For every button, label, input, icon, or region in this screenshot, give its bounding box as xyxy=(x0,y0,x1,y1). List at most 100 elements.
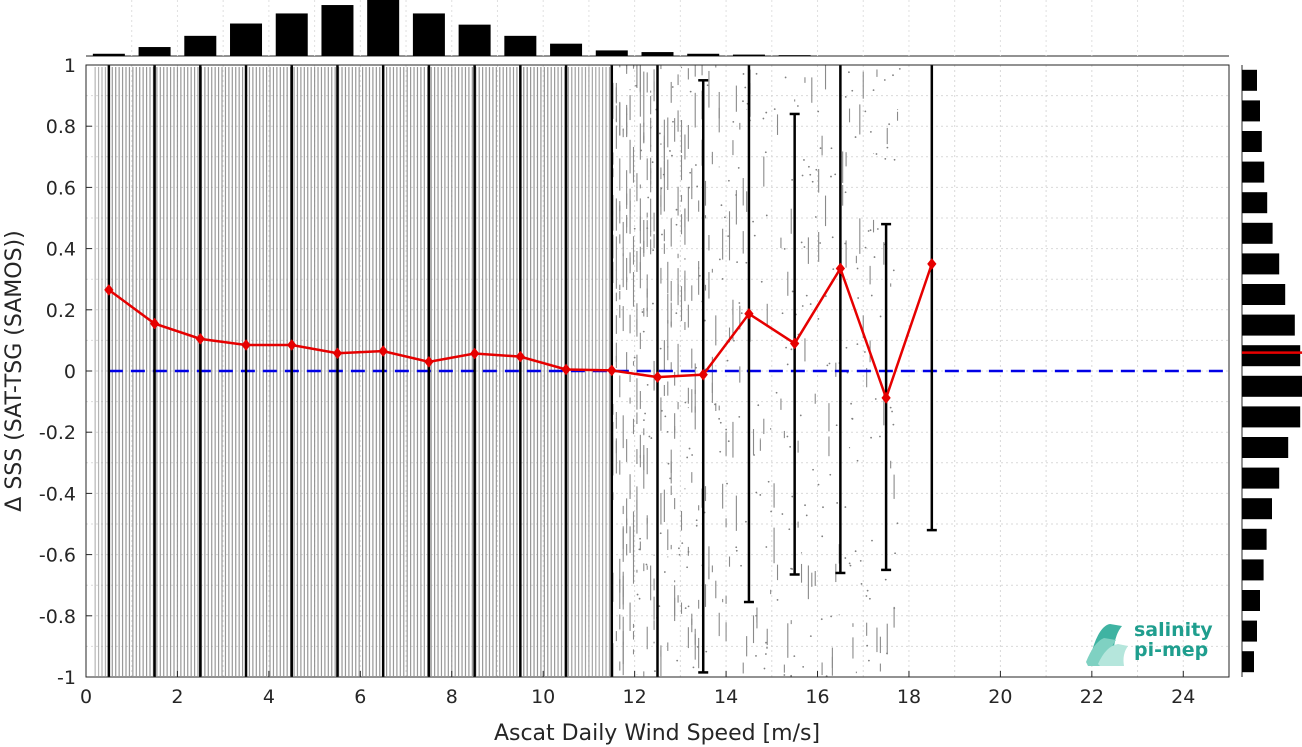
x-tick-label: 2 xyxy=(171,686,183,708)
scatter-point xyxy=(663,571,666,573)
scatter-point xyxy=(884,157,887,160)
scatter-point xyxy=(891,410,893,413)
scatter-point xyxy=(636,593,639,596)
scatter-point xyxy=(764,151,767,154)
scatter-point xyxy=(659,532,662,535)
right-histogram-bar xyxy=(1242,498,1272,520)
scatter-point xyxy=(848,562,851,565)
scatter-point xyxy=(834,173,837,176)
scatter-point xyxy=(832,268,835,271)
scatter-point xyxy=(892,269,895,272)
scatter-point xyxy=(643,419,645,422)
scatter-point xyxy=(684,607,687,610)
mean-marker xyxy=(332,347,343,360)
scatter-point xyxy=(763,667,766,670)
mean-marker xyxy=(698,368,708,381)
scatter-point xyxy=(844,95,847,98)
scatter-point xyxy=(845,346,848,349)
scatter-point xyxy=(872,89,875,92)
scatter-point xyxy=(633,227,636,230)
scatter-point xyxy=(893,607,896,609)
scatter-point xyxy=(762,117,765,120)
scatter-point xyxy=(638,548,641,551)
scatter-point xyxy=(799,414,802,417)
y-tick-label: -0.6 xyxy=(39,545,76,567)
scatter-point xyxy=(732,120,735,123)
scatter-point xyxy=(817,110,820,113)
scatter-point xyxy=(893,158,896,161)
top-histogram-bar xyxy=(138,47,171,56)
top-histogram-bar xyxy=(458,24,491,56)
y-axis-ticks: -1 -0.8 -0.6 -0.4 -0.2 0 0.2 0.4 0.6 0.8 1 xyxy=(39,55,92,689)
scatter-point xyxy=(737,167,740,169)
y-tick-label: -0.2 xyxy=(39,422,76,444)
scatter-point xyxy=(789,445,792,448)
scatter-point xyxy=(802,665,805,668)
scatter-point xyxy=(635,84,637,87)
scatter-point xyxy=(638,597,641,600)
scatter-point xyxy=(866,589,869,592)
scatter-point xyxy=(821,535,824,538)
scatter-point xyxy=(876,228,879,230)
scatter-point xyxy=(765,111,768,114)
scatter-point xyxy=(667,462,670,465)
scatter-point xyxy=(814,216,817,218)
scatter-point xyxy=(645,563,648,566)
right-histogram-bar xyxy=(1242,467,1280,489)
scatter-point xyxy=(775,391,778,394)
scatter-point xyxy=(672,120,674,123)
scatter-point xyxy=(755,72,758,75)
scatter-point xyxy=(883,79,886,81)
top-histogram-bar xyxy=(92,53,125,56)
scatter-point xyxy=(644,412,646,415)
mean-marker xyxy=(515,350,525,363)
top-histogram-bar xyxy=(595,50,628,56)
scatter-point xyxy=(884,578,887,581)
right-histogram-bar xyxy=(1242,559,1264,581)
scatter-point xyxy=(664,415,667,418)
scatter-point xyxy=(764,653,767,655)
top-histogram-bar xyxy=(732,54,765,56)
scatter-point xyxy=(681,542,684,545)
top-histogram-bar xyxy=(641,52,674,56)
scatter-point xyxy=(651,161,654,164)
scatter-point xyxy=(718,258,721,261)
scatter-point xyxy=(859,559,862,562)
scatter-point xyxy=(720,204,723,207)
scatter-point xyxy=(660,187,663,190)
scatter-point xyxy=(892,423,895,426)
scatter-point xyxy=(765,641,767,644)
mean-marker xyxy=(652,371,663,383)
scatter-point xyxy=(851,418,854,420)
scatter-point xyxy=(817,318,820,320)
x-axis-ticks: 0 2 4 6 8 10 12 14 16 18 20 22 24 xyxy=(80,671,1195,708)
scatter-point xyxy=(801,174,804,177)
scatter-point xyxy=(896,522,899,525)
scatter-point xyxy=(801,305,804,307)
scatter-point xyxy=(868,597,871,600)
top-histogram-bar xyxy=(687,53,720,56)
mean-marker xyxy=(927,258,937,270)
scatter-point xyxy=(817,483,820,486)
scatter-point xyxy=(706,84,709,87)
scatter-point xyxy=(727,440,730,443)
scatter-point xyxy=(784,76,787,79)
x-tick-label: 24 xyxy=(1171,686,1195,708)
scatter-point xyxy=(676,659,679,662)
scatter-point xyxy=(886,146,889,149)
right-histogram-bar xyxy=(1242,284,1286,305)
scatter-point xyxy=(824,295,827,298)
scatter-point xyxy=(831,236,834,239)
scatter-point xyxy=(812,468,814,471)
top-histogram-bar xyxy=(275,13,308,57)
scatter-point xyxy=(783,248,786,250)
scatter-point xyxy=(727,179,730,182)
x-tick-label: 8 xyxy=(446,686,458,708)
scatter-point xyxy=(820,618,823,621)
mean-marker xyxy=(835,262,846,275)
scatter-point xyxy=(648,435,651,438)
mean-marker xyxy=(195,333,205,345)
scatter-point xyxy=(767,480,770,483)
mean-marker xyxy=(241,339,251,351)
scatter-point xyxy=(639,537,641,540)
